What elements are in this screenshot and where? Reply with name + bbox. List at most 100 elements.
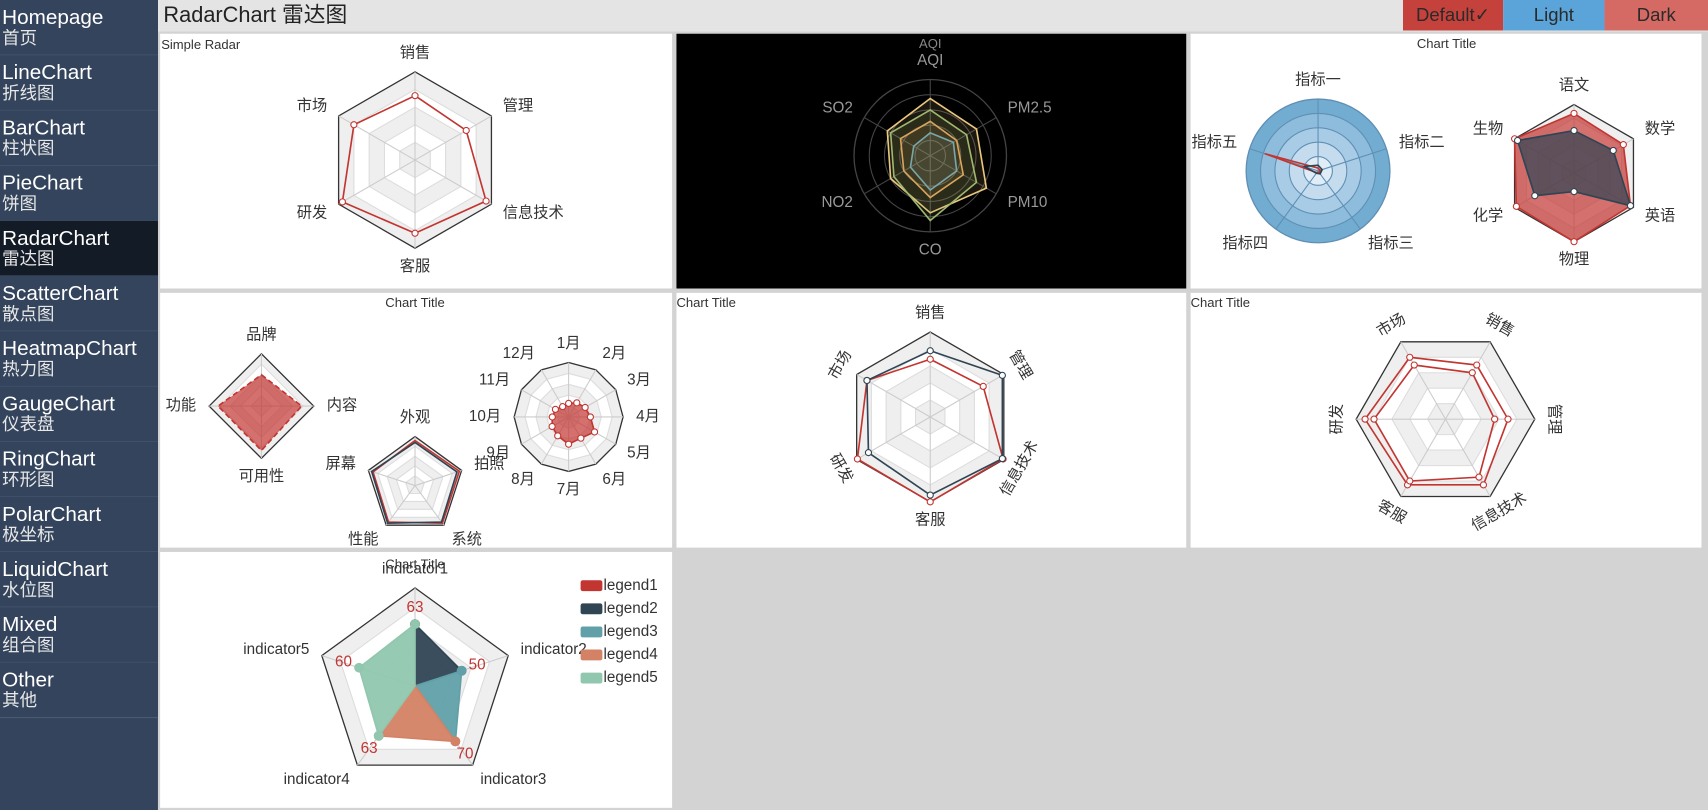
radar-point <box>926 355 934 363</box>
radar-point <box>482 197 490 205</box>
radar-axis <box>929 374 1005 418</box>
menu-label-zh: 组合图 <box>2 635 54 655</box>
indicator-label: 4月 <box>636 408 660 425</box>
menu-item[interactable] <box>0 0 158 56</box>
menu-item[interactable] <box>0 496 158 552</box>
radar-point <box>1406 353 1414 361</box>
indicator-label: 生物 <box>1473 121 1503 138</box>
menu-label-en: ScatterChart <box>2 282 118 305</box>
menu-item[interactable] <box>0 662 158 718</box>
radar-axis <box>863 155 931 195</box>
indicator-label: 指标一 <box>1295 72 1341 89</box>
value-label: 63 <box>361 740 378 757</box>
radar-axis <box>1317 148 1387 172</box>
indicator-label: 7月 <box>557 481 581 498</box>
radar-series <box>216 373 303 452</box>
radar-point <box>1370 415 1378 423</box>
indicator-label: AQI <box>917 52 943 69</box>
radar-axis <box>338 159 416 205</box>
legend-label: legend4 <box>603 646 658 663</box>
radar-point <box>1468 369 1476 377</box>
indicator-label: 研发 <box>1329 404 1346 434</box>
radar-point <box>1512 202 1520 210</box>
menu-item[interactable] <box>0 165 158 221</box>
radar-point <box>586 413 594 421</box>
indicator-label: indicator2 <box>521 641 587 658</box>
value-label: 63 <box>407 599 424 616</box>
indicator-label: 指标二 <box>1399 134 1445 151</box>
menu-item[interactable] <box>0 441 158 497</box>
indicator-label: SO2 <box>822 99 852 116</box>
panel-title: Simple Radar <box>161 37 241 52</box>
menu-label-en: PieChart <box>2 172 83 195</box>
panel-title: Chart Title <box>1417 36 1476 51</box>
radar-axis <box>368 469 416 487</box>
theme-button[interactable] <box>1503 0 1605 31</box>
indicator-label: 市场 <box>297 98 327 115</box>
indicator-label: 1月 <box>557 335 581 352</box>
menu-label-zh: 环形图 <box>2 469 54 489</box>
theme-button-label[interactable]: Light <box>1534 4 1574 25</box>
legend-swatch <box>580 603 603 615</box>
radar-point <box>1473 361 1481 369</box>
indicator-label: 内容 <box>327 397 357 414</box>
menu-label-en: RadarChart <box>2 227 109 250</box>
radar-point <box>853 455 861 463</box>
panel-title: Chart Title <box>385 295 444 310</box>
panel-title: Chart Title <box>385 556 444 571</box>
indicator-label: 客服 <box>915 511 945 528</box>
radar-point <box>565 399 573 407</box>
radar-point <box>1570 126 1578 135</box>
indicator-label: 销售 <box>400 44 430 61</box>
radar-axis <box>414 469 462 487</box>
theme-button-label[interactable]: Dark <box>1637 4 1677 25</box>
radar-point <box>411 92 419 100</box>
indicator-label: PM2.5 <box>1008 99 1052 116</box>
radar-series <box>909 131 958 192</box>
chart-panel <box>676 33 1187 289</box>
indicator-label: 8月 <box>511 471 535 488</box>
indicator-label: 拍照 <box>474 456 504 473</box>
legend-label: legend1 <box>603 577 657 594</box>
menu-item[interactable] <box>0 607 158 663</box>
radar-axis <box>863 117 931 157</box>
radar-point <box>1361 415 1369 423</box>
menu-item[interactable] <box>0 331 158 387</box>
panel-title: Chart Title <box>676 295 735 310</box>
radar-axis <box>1275 170 1319 230</box>
theme-button-label[interactable]: Default✓ <box>1416 4 1490 25</box>
indicator-label: 指标三 <box>1368 235 1414 252</box>
indicator-label: 品牌 <box>246 326 276 343</box>
indicator-label: indicator4 <box>284 771 351 788</box>
radar-axis <box>385 485 416 526</box>
indicator-label: 物理 <box>1559 251 1589 268</box>
radar-series <box>370 441 458 525</box>
radar-point <box>373 730 384 741</box>
radar-point <box>1626 202 1635 210</box>
radar-point <box>410 619 420 630</box>
radar-point <box>338 198 347 206</box>
menu-item[interactable] <box>0 551 158 608</box>
menu-label-en: GaugeChart <box>2 392 115 415</box>
menu-item[interactable] <box>0 386 158 442</box>
menu-label-en: BarChart <box>2 116 85 139</box>
menu-label-zh: 热力图 <box>2 359 54 379</box>
radar-point <box>565 440 573 448</box>
menu-item[interactable] <box>0 110 158 166</box>
indicator-label: 屏幕 <box>325 456 355 473</box>
theme-button[interactable] <box>1604 0 1708 31</box>
theme-button[interactable] <box>1403 0 1504 31</box>
menu-item[interactable] <box>0 55 158 111</box>
radar-series <box>889 108 978 222</box>
indicator-label: 英语 <box>1645 207 1675 225</box>
radar-axis <box>414 115 492 161</box>
panel-title: AQI <box>919 36 941 51</box>
indicator-label: 语文 <box>1559 77 1589 94</box>
menu-item[interactable] <box>0 275 158 332</box>
menu-label-en: LiquidChart <box>2 558 108 581</box>
menu-item[interactable] <box>0 220 158 276</box>
radar-point <box>450 736 461 747</box>
indicator-label: 12月 <box>503 345 535 362</box>
radar-axis <box>929 416 1005 460</box>
menu-label-en: PolarChart <box>2 503 101 526</box>
